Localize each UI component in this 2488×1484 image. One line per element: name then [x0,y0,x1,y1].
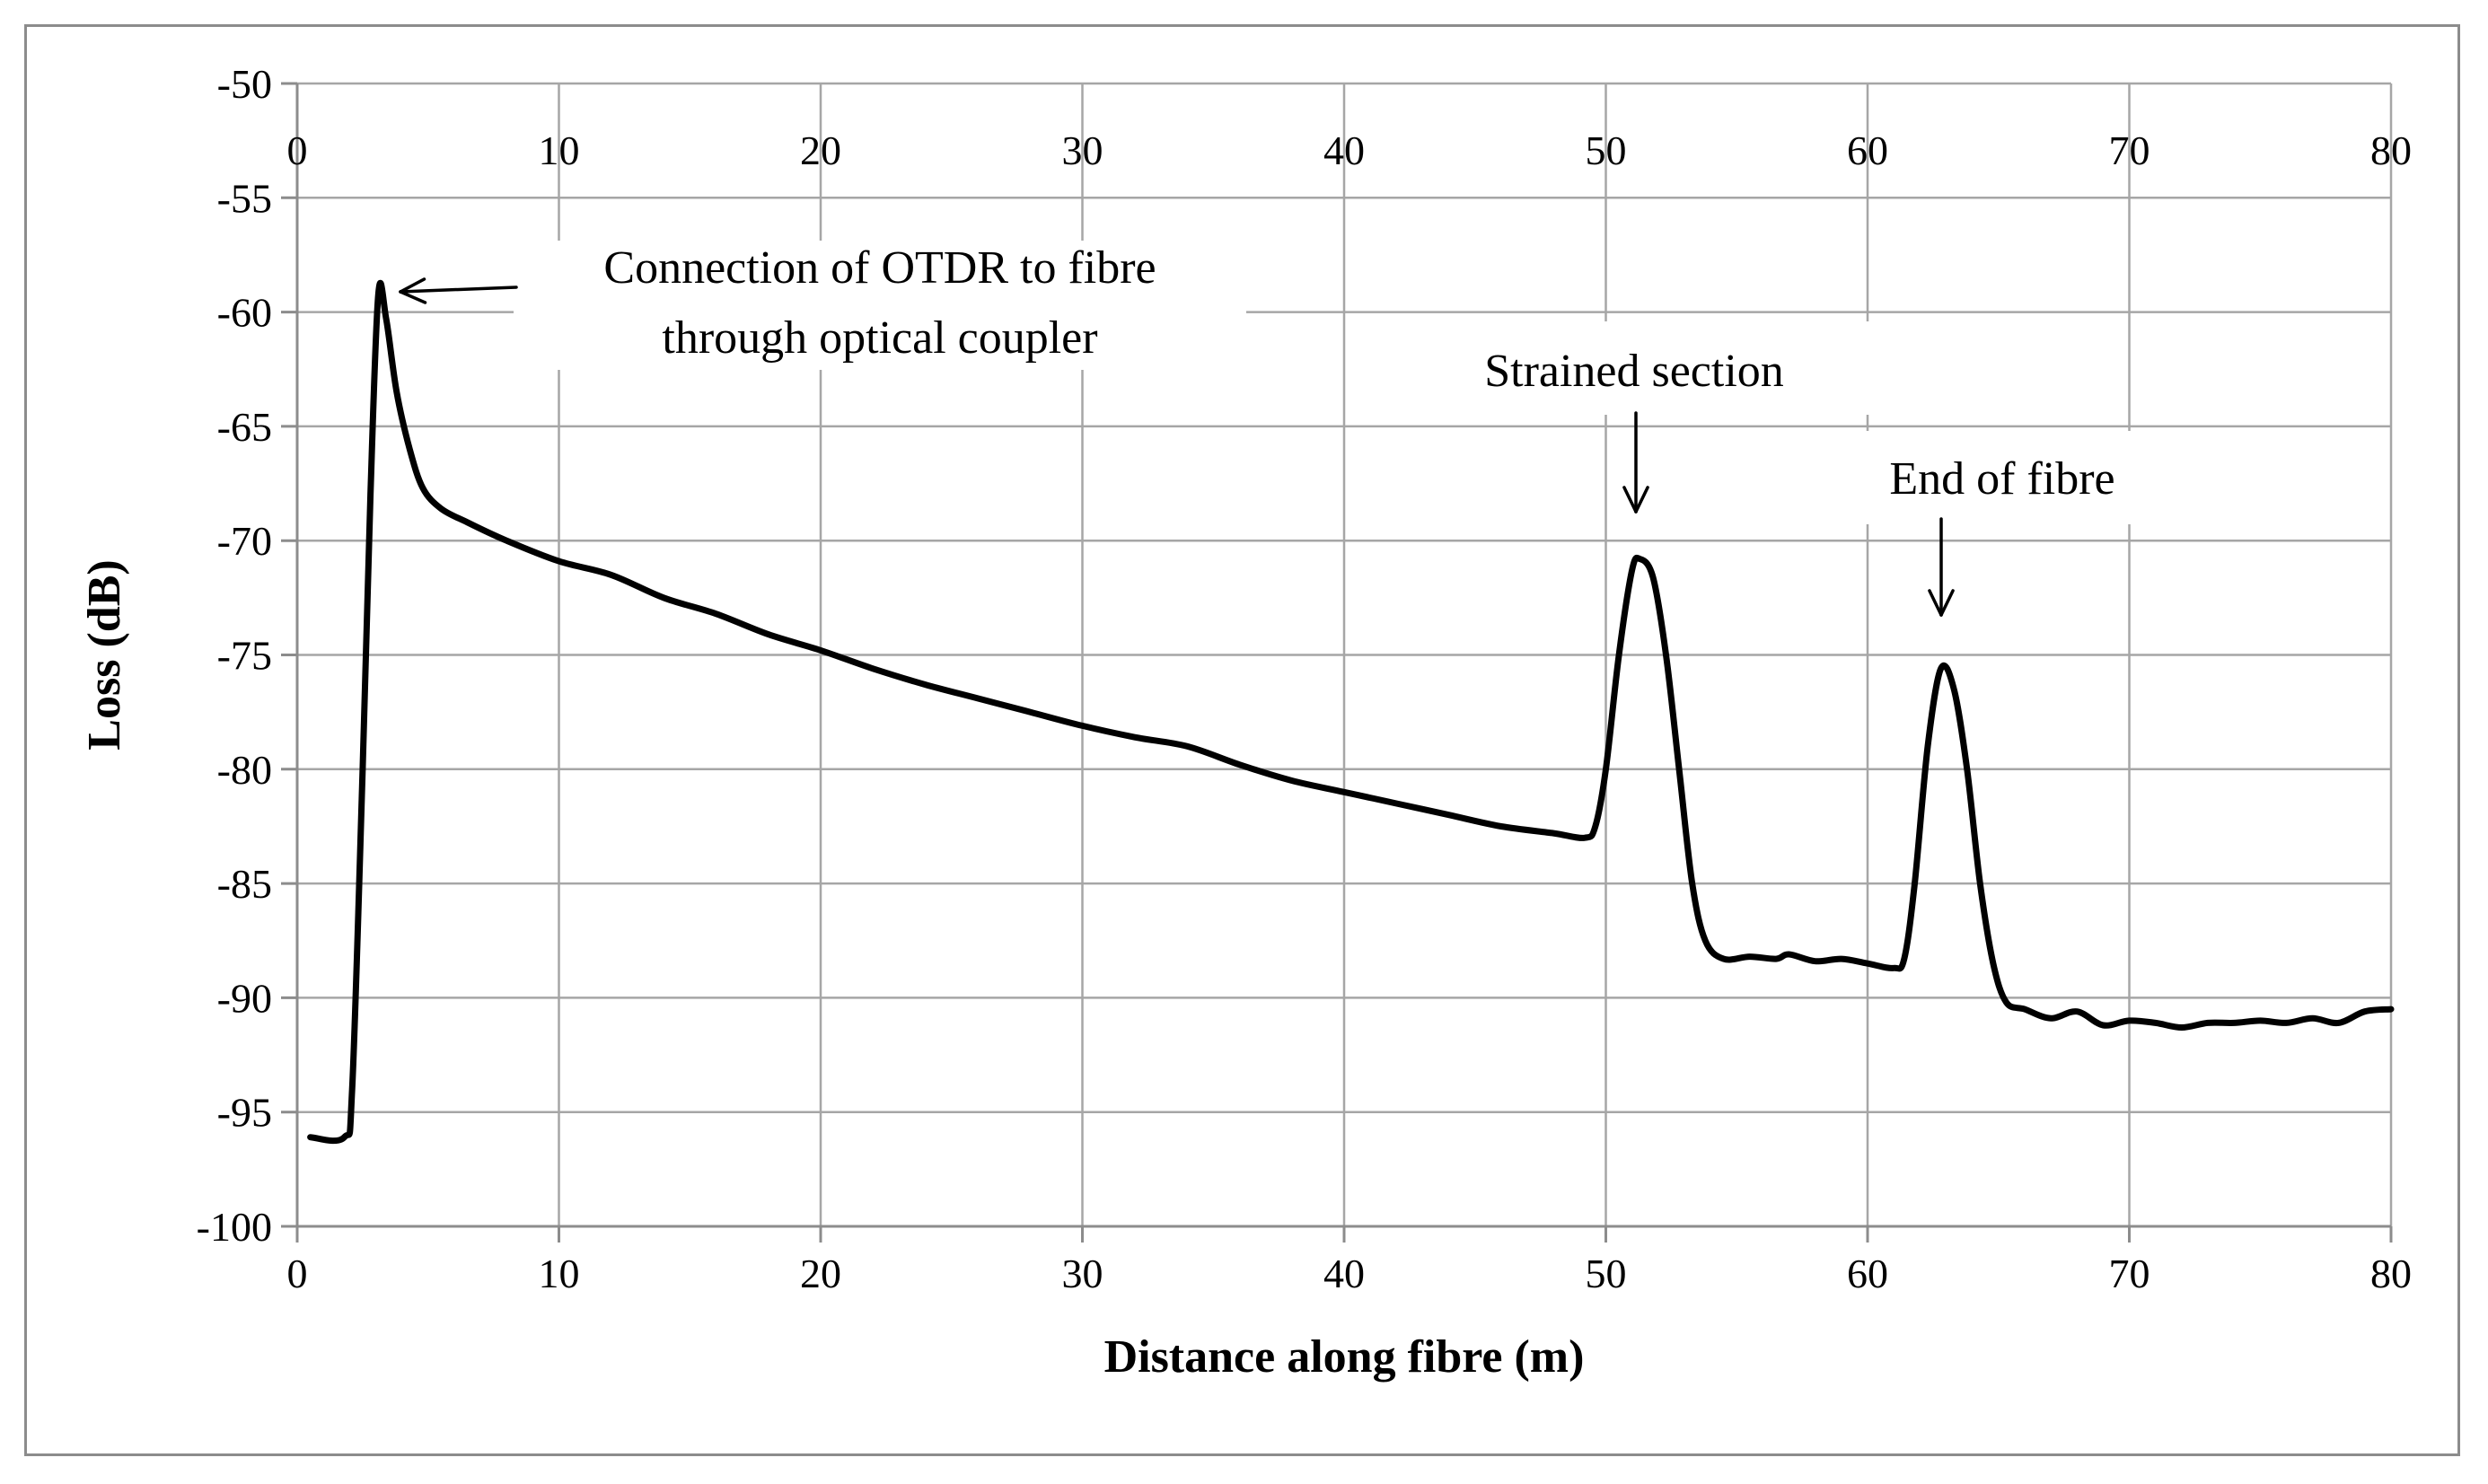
annotation-strained-text-1: Strained section [1484,346,1784,397]
y-tick-label--75: -75 [217,633,272,679]
y-tick-label--85: -85 [217,861,272,907]
y-tick-label--70: -70 [217,518,272,564]
x-top-tick-label-40: 40 [1323,127,1365,173]
annotation-coupler-arrow [399,277,518,304]
x-top-tick-label-10: 10 [539,127,580,173]
x-top-tick-label-80: 80 [2370,127,2412,173]
series-line-otdr-trace [307,279,2395,1145]
x-tick-label-60: 60 [1847,1251,1888,1296]
y-tick-label--60: -60 [217,290,272,336]
annotation-strained-arrow [1622,411,1649,514]
x-tick-label-20: 20 [800,1251,841,1296]
annotation-coupler-text-2: through optical coupler [662,312,1097,364]
x-top-tick-label-70: 70 [2109,127,2150,173]
x-tick-label-50: 50 [1586,1251,1627,1296]
x-tick-label-30: 30 [1062,1251,1103,1296]
y-tick-label--100: -100 [197,1204,272,1250]
axes [281,82,2393,1243]
x-axis-bottom-ticks: 0 10 20 30 40 50 60 70 80 [287,1251,2413,1296]
x-tick-label-10: 10 [539,1251,580,1296]
annotation-end: End of fibre [1783,431,2232,617]
annotation-end-arrow [1928,517,1955,617]
y-tick-label--80: -80 [217,747,272,793]
x-tick-label-0: 0 [287,1251,308,1296]
x-top-tick-label-30: 30 [1062,127,1103,173]
y-axis-title: Loss (dB) [79,559,130,750]
annotations: Connection of OTDR to fibre through optic… [399,241,2232,617]
annotation-end-text-1: End of fibre [1889,453,2114,505]
annotation-coupler-background [514,241,1246,370]
x-tick-label-70: 70 [2109,1251,2150,1296]
annotation-end-background [1783,431,2232,524]
annotation-strained: Strained section [1429,321,1878,514]
x-tick-label-40: 40 [1323,1251,1365,1296]
annotation-coupler-text-1: Connection of OTDR to fibre [603,242,1156,294]
x-tick-label-80: 80 [2370,1251,2412,1296]
x-top-tick-label-0: 0 [287,127,308,173]
x-axis-title: Distance along fibre (m) [1104,1331,1585,1383]
annotation-strained-background [1429,321,1878,415]
x-top-tick-label-50: 50 [1586,127,1627,173]
annotation-coupler: Connection of OTDR to fibre through optic… [399,241,1246,370]
x-axis-top-ticks: 0 10 20 30 40 50 60 70 80 [287,127,2413,173]
y-tick-label--90: -90 [217,975,272,1021]
y-axis-ticks: -50 -55 -60 -65 -70 -75 -80 -85 -90 -95 -100 [197,61,272,1250]
x-top-tick-label-60: 60 [1847,127,1888,173]
y-tick-label--95: -95 [217,1090,272,1136]
y-tick-label--55: -55 [217,175,272,221]
y-tick-label--50: -50 [217,61,272,107]
y-tick-label--65: -65 [217,404,272,450]
x-top-tick-label-20: 20 [800,127,841,173]
